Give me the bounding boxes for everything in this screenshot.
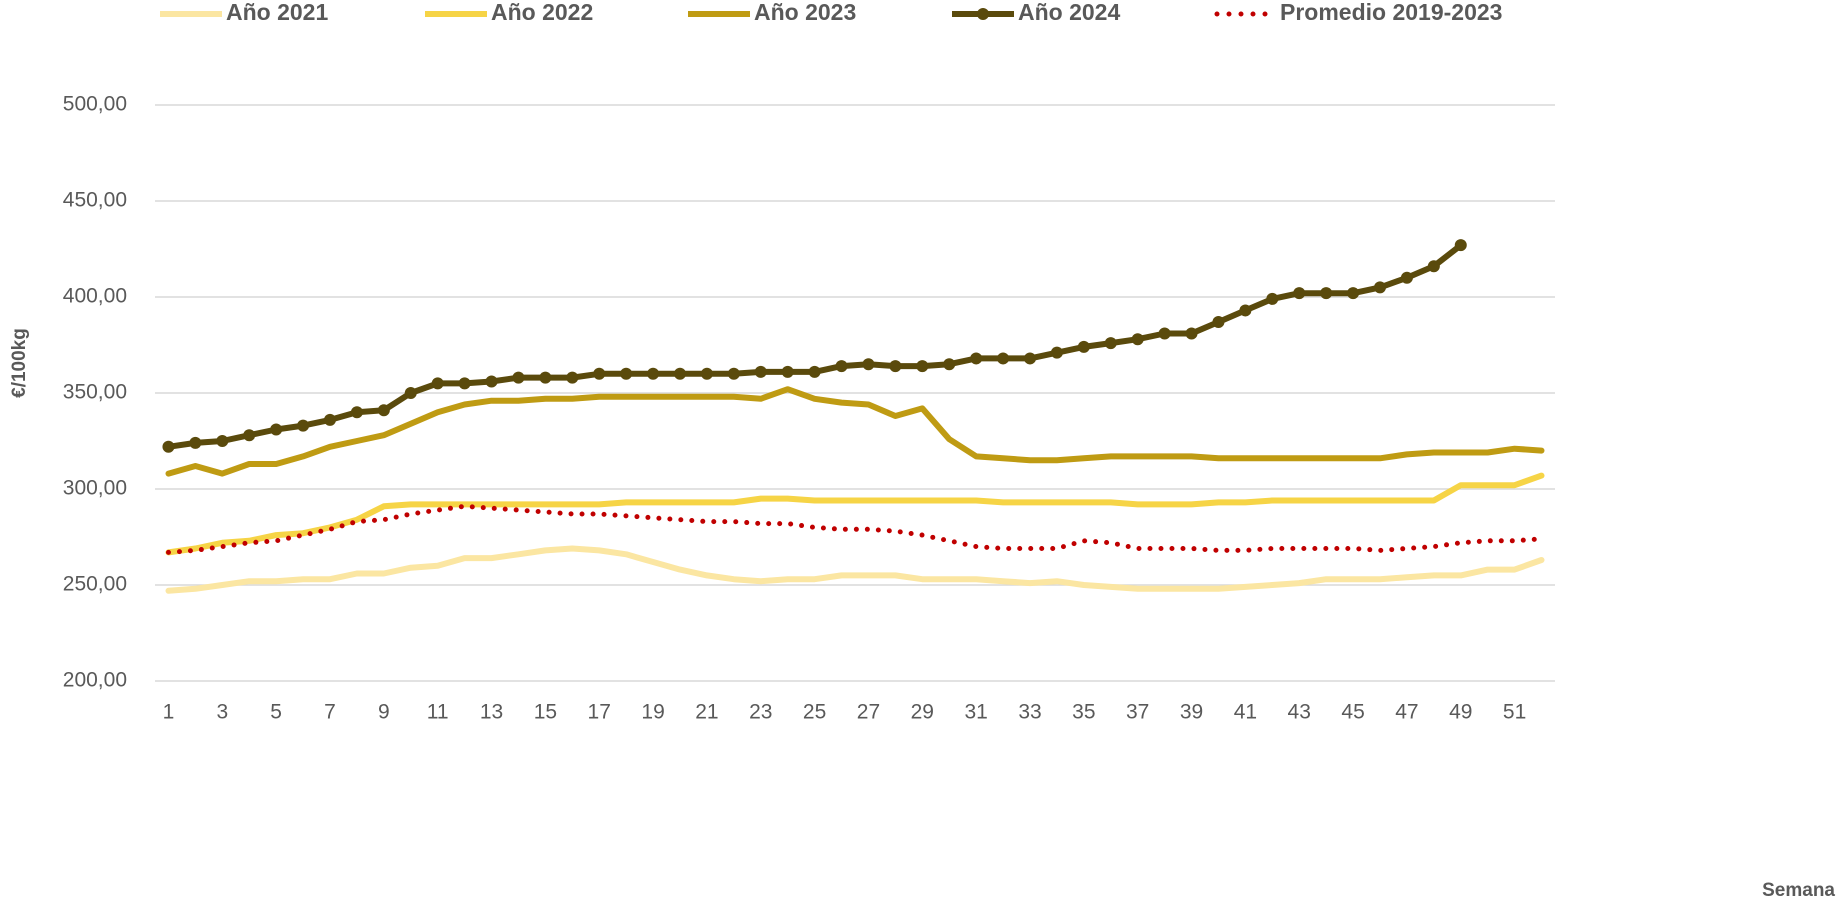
point-marker	[189, 436, 202, 449]
series-line	[165, 242, 1464, 450]
point-marker	[1293, 287, 1306, 300]
series-line	[165, 472, 1545, 556]
point-marker	[485, 375, 498, 388]
y-tick-label: 300,00	[63, 477, 127, 500]
x-axis-title: Semana	[1762, 880, 1835, 901]
point-marker	[1400, 271, 1413, 284]
x-tick-label: 29	[911, 701, 934, 724]
point-marker	[700, 367, 713, 380]
point-marker	[270, 423, 283, 436]
y-tick-label: 500,00	[63, 93, 127, 116]
x-tick-label: 37	[1126, 701, 1149, 724]
point-marker	[808, 365, 821, 378]
point-marker	[1320, 287, 1333, 300]
point-marker	[593, 367, 606, 380]
point-marker	[1050, 346, 1063, 359]
point-marker	[431, 377, 444, 390]
point-marker	[243, 429, 256, 442]
x-tick-label: 25	[803, 701, 826, 724]
legend-label: Año 2023	[754, 0, 856, 25]
series-line	[166, 503, 1544, 555]
legend-label: Promedio 2019-2023	[1280, 0, 1502, 25]
y-tick-label: 200,00	[63, 669, 127, 692]
point-marker	[377, 404, 390, 417]
point-marker	[1077, 340, 1090, 353]
point-marker	[350, 406, 363, 419]
x-tick-label: 23	[749, 701, 772, 724]
point-marker	[404, 387, 417, 399]
point-marker	[889, 360, 902, 373]
y-axis-title: €/100kg	[9, 328, 30, 398]
point-marker	[1454, 239, 1467, 252]
point-marker	[162, 440, 175, 453]
point-marker	[835, 360, 848, 373]
point-marker	[297, 419, 310, 432]
point-marker	[862, 358, 875, 371]
x-tick-label: 35	[1072, 701, 1095, 724]
point-marker	[970, 352, 983, 365]
x-tick-label: 39	[1180, 701, 1203, 724]
point-marker	[727, 367, 740, 380]
point-marker	[1212, 315, 1225, 328]
y-tick-label: 350,00	[63, 381, 127, 404]
point-marker	[1024, 352, 1036, 365]
point-marker	[216, 435, 229, 447]
x-tick-label: 49	[1449, 701, 1472, 724]
point-marker	[647, 367, 660, 380]
point-marker	[512, 371, 525, 384]
x-tick-label: 17	[588, 701, 611, 724]
x-tick-label: 1	[163, 701, 175, 724]
point-marker	[1266, 292, 1279, 305]
point-marker	[1185, 327, 1198, 340]
y-tick-label: 400,00	[63, 285, 127, 308]
x-tick-label: 19	[641, 701, 664, 724]
x-tick-label: 27	[857, 701, 880, 724]
point-marker	[1347, 287, 1360, 300]
x-tick-label: 41	[1234, 701, 1257, 724]
x-tick-label: 15	[534, 701, 557, 724]
series-line	[165, 545, 1545, 594]
point-marker	[1239, 304, 1252, 317]
series-line	[165, 386, 1545, 477]
point-marker	[1104, 337, 1117, 350]
x-tick-label: 9	[378, 701, 390, 724]
legend-label: Año 2022	[491, 0, 593, 25]
point-marker	[1158, 327, 1171, 340]
point-marker	[674, 367, 686, 380]
legend-label: Año 2021	[226, 0, 328, 25]
x-tick-label: 51	[1503, 701, 1526, 724]
x-tick-label: 47	[1395, 701, 1418, 724]
x-tick-label: 7	[324, 701, 336, 724]
y-tick-label: 250,00	[63, 573, 127, 596]
point-marker	[324, 413, 336, 426]
x-tick-label: 3	[216, 701, 228, 724]
point-marker	[754, 365, 767, 378]
x-tick-label: 31	[964, 701, 987, 724]
y-tick-label: 450,00	[63, 189, 127, 212]
x-tick-label: 13	[480, 701, 503, 724]
x-tick-label: 21	[695, 701, 718, 724]
point-marker	[997, 352, 1010, 365]
legend-marker	[977, 8, 989, 20]
point-marker	[566, 371, 579, 384]
point-marker	[916, 360, 929, 373]
point-marker	[1374, 281, 1386, 294]
x-tick-label: 45	[1341, 701, 1364, 724]
x-tick-label: 43	[1288, 701, 1311, 724]
point-marker	[458, 377, 471, 390]
x-tick-label: 33	[1018, 701, 1041, 724]
legend-label: Año 2024	[1018, 0, 1120, 25]
point-marker	[1427, 260, 1440, 273]
x-tick-label: 5	[270, 701, 282, 724]
x-tick-label: 11	[427, 701, 449, 724]
point-marker	[620, 367, 633, 380]
point-marker	[943, 358, 956, 371]
point-marker	[781, 365, 794, 378]
point-marker	[539, 371, 552, 384]
point-marker	[1131, 333, 1144, 346]
